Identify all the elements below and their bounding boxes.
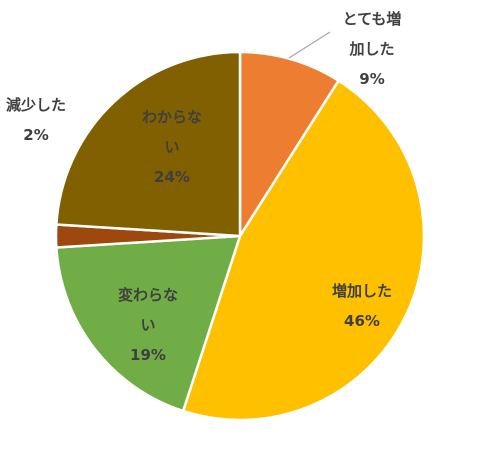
data-label-line: 変わらな [118,286,178,304]
data-label: わからない 24% [142,108,202,186]
data-label-line: い [164,138,179,156]
data-label-line: 増加した [332,282,392,300]
pie-slice [238,50,340,238]
data-label: 増加した 46% [332,282,392,330]
pie-slice [55,234,242,413]
data-label: 変わらない 19% [118,286,178,364]
data-label-line: い [140,316,155,334]
data-label-line: 19% [130,346,166,364]
data-label: とても増加した 9% [343,10,402,88]
pie-slice [181,79,426,422]
data-label-line: 24% [154,168,190,186]
data-label: 減少した 2% [6,96,66,144]
data-label-line: 減少した [6,96,66,114]
data-label-line: 9% [359,70,384,88]
data-label-line: 46% [344,312,380,330]
pie-slice [55,50,242,238]
data-label-line: 2% [23,126,48,144]
data-label-line: わからな [142,108,202,126]
data-label-line: とても増 [343,10,402,28]
data-label-line: 加した [348,40,394,58]
leader-line [288,31,331,59]
